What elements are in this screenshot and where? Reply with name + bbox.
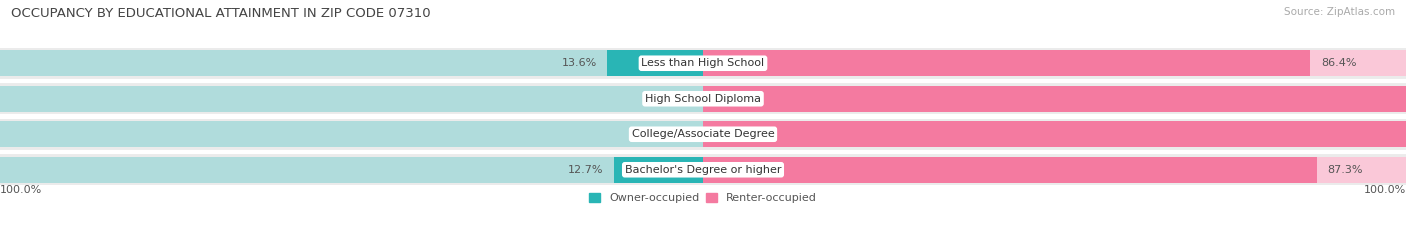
Bar (703, 121, 1406, 147)
Bar (703, 157, 1406, 182)
Bar (703, 157, 1317, 182)
Bar (614, 157, 703, 182)
Bar (703, 86, 1406, 112)
Bar (0, 48, 1406, 79)
Text: 13.6%: 13.6% (561, 58, 596, 68)
Text: OCCUPANCY BY EDUCATIONAL ATTAINMENT IN ZIP CODE 07310: OCCUPANCY BY EDUCATIONAL ATTAINMENT IN Z… (11, 7, 430, 20)
Bar (0, 121, 703, 147)
Text: High School Diploma: High School Diploma (645, 94, 761, 104)
Text: 12.7%: 12.7% (568, 165, 603, 175)
Text: Bachelor's Degree or higher: Bachelor's Degree or higher (624, 165, 782, 175)
Text: Less than High School: Less than High School (641, 58, 765, 68)
Text: 0.0%: 0.0% (647, 94, 675, 104)
Bar (0, 83, 1406, 114)
Text: 100.0%: 100.0% (1364, 185, 1406, 195)
Bar (0, 86, 703, 112)
Text: Source: ZipAtlas.com: Source: ZipAtlas.com (1284, 7, 1395, 17)
Legend: Owner-occupied, Renter-occupied: Owner-occupied, Renter-occupied (589, 193, 817, 203)
Bar (607, 51, 703, 76)
Text: 100.0%: 100.0% (0, 185, 42, 195)
Bar (0, 154, 1406, 185)
Text: 0.0%: 0.0% (647, 129, 675, 139)
Text: 86.4%: 86.4% (1322, 58, 1357, 68)
Bar (0, 51, 703, 76)
Bar (0, 157, 703, 182)
Bar (703, 121, 1406, 147)
Bar (703, 51, 1406, 76)
Text: 87.3%: 87.3% (1327, 165, 1362, 175)
Text: College/Associate Degree: College/Associate Degree (631, 129, 775, 139)
Bar (703, 51, 1310, 76)
Bar (703, 86, 1406, 112)
Bar (0, 119, 1406, 150)
